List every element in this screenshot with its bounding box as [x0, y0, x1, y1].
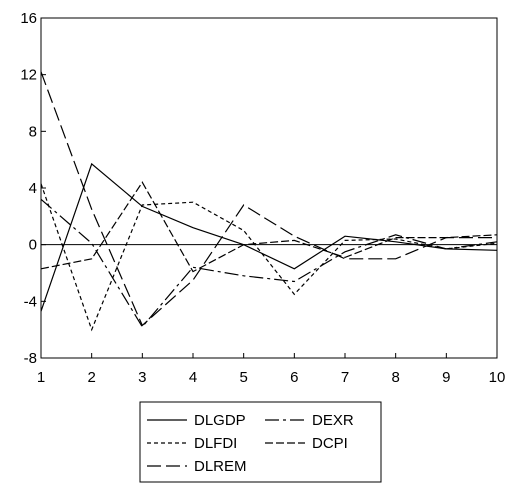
y-tick-label: -8	[24, 350, 37, 367]
legend-label-dlgdp: DLGDP	[194, 412, 246, 429]
plot-frame	[40, 17, 498, 359]
y-tick-label: 8	[29, 123, 37, 140]
x-tick-label: 4	[189, 369, 197, 386]
series-line-dcpi	[40, 181, 498, 273]
series-lines	[40, 71, 498, 332]
x-tick-label: 10	[489, 369, 506, 386]
series-line-dexr	[40, 198, 498, 328]
x-tick-label: 7	[341, 369, 349, 386]
y-tick-label: 4	[29, 180, 37, 197]
legend: DLGDP DEXR DLFDI DCPI DLREM	[139, 401, 382, 483]
legend-label-dlrem: DLREM	[194, 458, 247, 475]
legend-label-dcpi: DCPI	[312, 435, 348, 452]
x-tick-label: 8	[391, 369, 399, 386]
x-axis: 1 2 3 4 5 6 7 8 9 10	[37, 353, 506, 386]
x-tick-label: 5	[239, 369, 247, 386]
legend-label-dexr: DEXR	[312, 412, 354, 429]
series-line-dlrem	[40, 71, 497, 327]
y-tick-label: 16	[20, 10, 37, 27]
x-tick-label: 3	[138, 369, 146, 386]
y-tick-label: 0	[29, 237, 37, 254]
x-tick-label: 6	[290, 369, 298, 386]
legend-label-dlfdi: DLFDI	[194, 435, 237, 452]
legend-box	[139, 401, 382, 483]
y-tick-label: -4	[24, 293, 37, 310]
y-axis: -8 -4 0 4 8 12 16	[20, 10, 46, 367]
x-tick-label: 2	[87, 369, 95, 386]
y-tick-label: 12	[20, 67, 37, 84]
series-line-dlgdp	[40, 162, 498, 312]
x-tick-label: 1	[37, 369, 45, 386]
x-tick-label: 9	[442, 369, 450, 386]
